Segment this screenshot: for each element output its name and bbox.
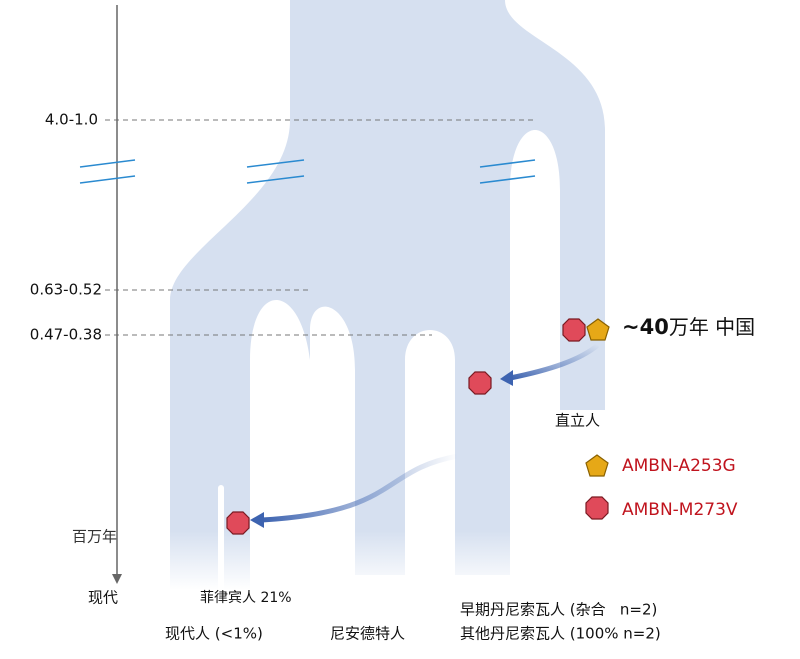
gene-flow-arrow (261, 453, 459, 523)
time-label: 4.0-1.0 (45, 111, 98, 129)
note-number: ~40 (622, 315, 669, 339)
m273v-marker (468, 371, 492, 395)
branch-label: 现代人 (<1%) (165, 625, 263, 643)
legend-label: AMBN-A253G (622, 456, 736, 476)
legend-label: AMBN-M273V (622, 500, 738, 520)
axis-end: 现代 (88, 589, 118, 607)
markers (226, 318, 610, 535)
legend-m273v-marker (585, 496, 609, 520)
m273v-marker (226, 511, 250, 535)
arrow-head (500, 370, 513, 386)
legend-a253g-marker (585, 454, 609, 477)
note-text: 万年 中国 (669, 315, 755, 339)
a253g-marker (586, 318, 610, 341)
time-label: 0.47-0.38 (30, 326, 102, 344)
gene-flow-arrow (509, 343, 600, 381)
m273v-marker (562, 318, 586, 342)
branch-label: 直立人 (555, 412, 600, 430)
branch-label: 其他丹尼索瓦人 (100% n=2) (460, 625, 661, 643)
lineage-tree (170, 0, 605, 595)
erectus-note: ~40万年 中国 (622, 315, 755, 340)
axis-arrow (112, 574, 122, 584)
time-guides (105, 119, 537, 336)
branch-label: 尼安德特人 (330, 625, 405, 643)
arrow-head (250, 512, 264, 528)
axis-unit: 百万年 (72, 528, 117, 546)
break-marks (79, 159, 536, 184)
time-label: 0.63-0.52 (30, 281, 102, 299)
branch-label: 早期丹尼索瓦人 (杂合 n=2) (460, 601, 657, 619)
branch-label: 菲律宾人 21% (200, 590, 292, 606)
